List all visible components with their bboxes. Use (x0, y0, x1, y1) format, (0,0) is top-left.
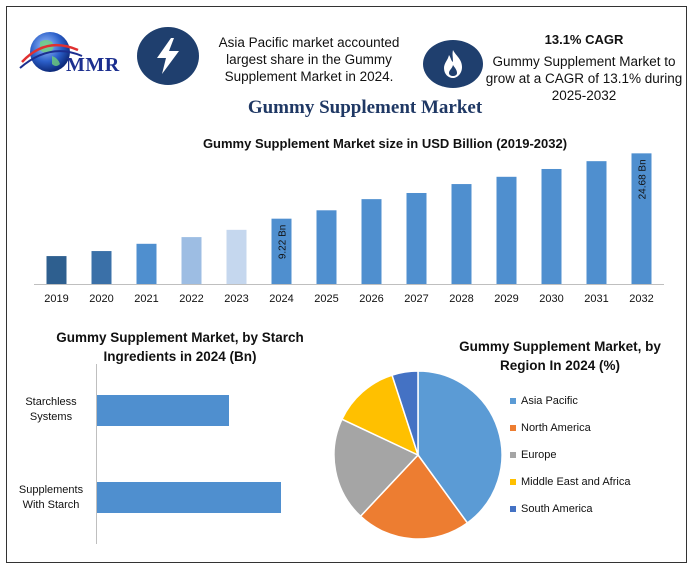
legend-swatch (510, 505, 516, 512)
bar-2032 (631, 153, 652, 284)
bar-2024 (271, 218, 292, 284)
legend-swatch (510, 397, 516, 404)
hbar-label-starchless: Starchless Systems (25, 396, 77, 423)
bar-2025 (316, 210, 337, 284)
hbar-bar-starchless (97, 395, 229, 426)
mmr-logo: MMR (16, 28, 134, 84)
legend-item-middle-east-africa: Middle East and Africa (510, 468, 685, 495)
bar-2021 (136, 243, 157, 284)
legend-item-asia-pacific: Asia Pacific (510, 387, 685, 414)
asia-pacific-info: Asia Pacific market accounted largest sh… (218, 35, 400, 84)
bar-2026 (361, 199, 382, 284)
bar-2023 (226, 229, 247, 284)
x-tick-label: 2021 (134, 293, 158, 305)
bar-2028 (451, 184, 472, 284)
hbar-label-with-starch: Supplements With Starch (18, 484, 84, 511)
legend-item-europe: Europe (510, 441, 685, 468)
x-tick-label: 2025 (314, 293, 338, 305)
pie-slice-south-america (391, 370, 419, 456)
x-tick-label: 2027 (404, 293, 428, 305)
pie-slice-north-america (359, 453, 469, 540)
legend-swatch (510, 451, 516, 458)
legend-item-south-america: South America (510, 495, 685, 522)
x-tick-label: 2022 (179, 293, 203, 305)
x-tick-label: 2023 (224, 293, 248, 305)
legend-swatch (510, 424, 516, 431)
legend-swatch (510, 478, 516, 485)
x-tick-label: 2028 (449, 293, 473, 305)
x-tick-label: 2019 (44, 293, 68, 305)
hbar-axis-line (96, 364, 97, 544)
bar-chart-title: Gummy Supplement Market size in USD Bill… (202, 136, 568, 151)
x-tick-label: 2026 (359, 293, 383, 305)
bar-2022 (181, 237, 202, 284)
bar-2030 (541, 168, 562, 284)
globe-icon (19, 32, 83, 72)
data-label-2032: 24.68 Bn (638, 159, 649, 199)
pie-legend: Asia Pacific North America Europe Middle… (510, 387, 685, 522)
x-tick-label: 2024 (269, 293, 293, 305)
x-tick-label: 2032 (629, 293, 653, 305)
hbar-bar-with-starch (97, 482, 281, 513)
x-tick-label: 2031 (584, 293, 608, 305)
bar-2029 (496, 176, 517, 284)
data-label-2024: 9.22 Bn (278, 225, 289, 259)
bar-2027 (406, 192, 427, 284)
cagr-title: 13.1% CAGR (544, 32, 624, 47)
x-tick-label: 2029 (494, 293, 518, 305)
market-size-bar-chart: 2019 2020 2021 2022 2023 2024 9.22 Bn 2025 2026 2… (34, 153, 664, 305)
pie-slice-middle-east-and-africa (340, 374, 420, 457)
starch-bar-chart: Starchless Systems Supplements With Star… (0, 360, 340, 550)
pie-slice-europe (333, 418, 420, 518)
bar-2019 (46, 256, 67, 284)
region-chart-title: Gummy Supplement Market, by Region In 20… (459, 339, 661, 373)
pie-slice-asia-pacific (417, 370, 503, 525)
bar-2031 (586, 161, 607, 284)
lightning-bolt-icon (137, 27, 199, 85)
x-tick-label: 2030 (539, 293, 563, 305)
main-title: Gummy Supplement Market (247, 97, 483, 118)
region-pie-chart (333, 370, 503, 540)
starch-chart-title: Gummy Supplement Market, by Starch Ingre… (56, 330, 304, 364)
bar-2020 (91, 251, 112, 284)
legend-item-north-america: North America (510, 414, 685, 441)
cagr-info: 13.1% CAGR Gummy Supplement Market to gr… (485, 32, 683, 103)
logo-text: MMR (66, 54, 120, 76)
flame-icon (423, 40, 483, 88)
x-tick-label: 2020 (89, 293, 113, 305)
